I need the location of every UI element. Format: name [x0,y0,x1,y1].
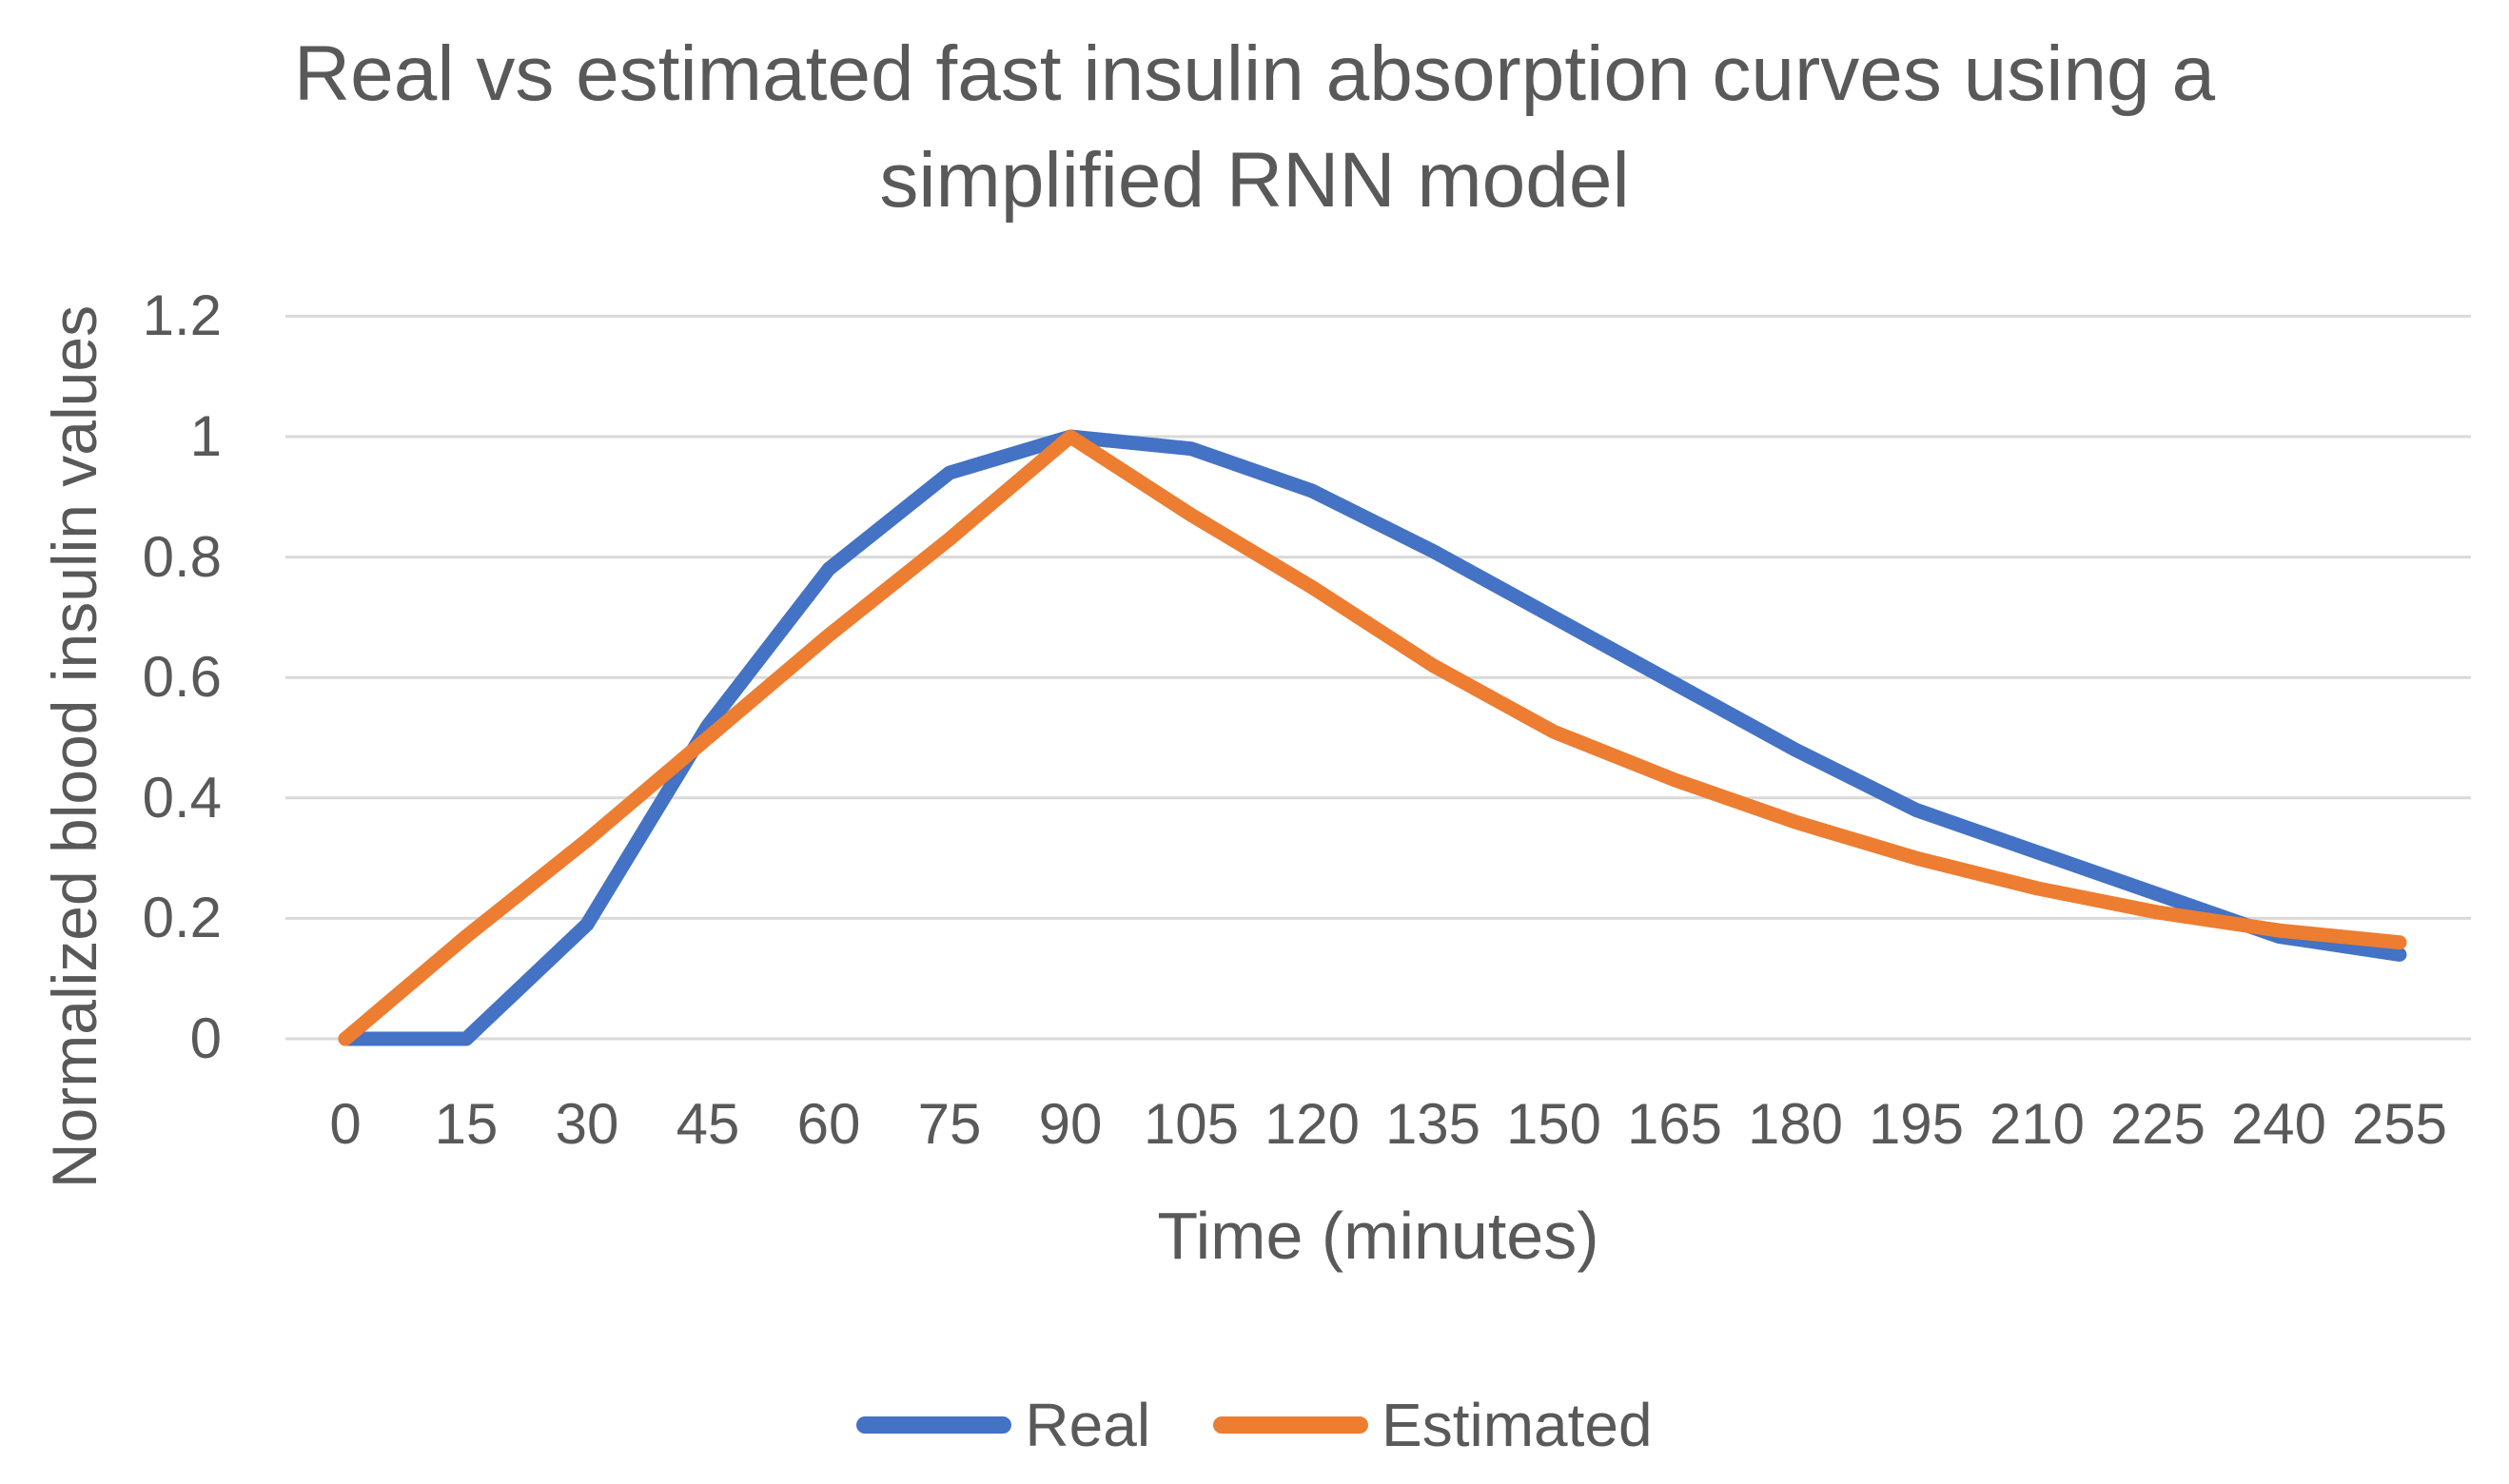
legend-item-real: Real [856,1387,1150,1463]
x-tick-label: 45 [676,1092,740,1156]
x-tick-label: 225 [2109,1092,2206,1156]
x-tick-label: 60 [796,1092,861,1156]
x-tick-label: 30 [555,1092,619,1156]
series-line-real [338,429,2407,1046]
legend-label: Real [1025,1391,1151,1459]
x-tick-label: 0 [329,1092,362,1156]
gridlines [285,314,2471,1041]
x-tick-label: 135 [1384,1092,1481,1156]
legend-label: Estimated [1382,1391,1653,1459]
legend-item-estimated: Estimated [1213,1387,1653,1463]
chart-title: Real vs estimated fast insulin absorptio… [0,21,2509,234]
y-tick-label: 0.8 [142,524,222,589]
x-tick-label: 120 [1264,1092,1361,1156]
x-tick-label: 210 [1989,1092,2086,1156]
x-tick-label: 180 [1747,1092,1844,1156]
x-tick-label: 255 [2351,1092,2448,1156]
x-tick-label: 240 [2230,1092,2327,1156]
x-tick-label: 75 [917,1092,982,1156]
x-tick-label: 165 [1626,1092,1723,1156]
x-axis-title: Time (minutes) [1157,1199,1599,1273]
y-axis-title: Normalized blood insulin values [39,304,109,1189]
chart-title-line-1: Real vs estimated fast insulin absorptio… [293,30,2216,117]
x-tick-label: 15 [434,1092,499,1156]
x-tick-label: 105 [1143,1092,1240,1156]
series-line-estimated [338,429,2407,1046]
x-tick-label: 150 [1505,1092,1602,1156]
legend-swatch-estimated [1213,1416,1369,1434]
y-tick-label: 0.2 [142,886,222,950]
y-tick-label: 0.4 [142,765,222,830]
chart-title-line-2: simplified RNN model [879,137,1630,224]
legend-swatch-real [856,1416,1012,1434]
y-tick-label: 0.6 [142,645,222,710]
x-tick-label: 90 [1038,1092,1103,1156]
y-tick-label: 1 [189,404,222,468]
y-tick-label: 0 [189,1006,222,1070]
series-lines [338,429,2407,1046]
y-tick-label: 1.2 [142,283,222,348]
x-tick-label: 195 [1868,1092,1965,1156]
legend: Real Estimated [0,1387,2509,1463]
